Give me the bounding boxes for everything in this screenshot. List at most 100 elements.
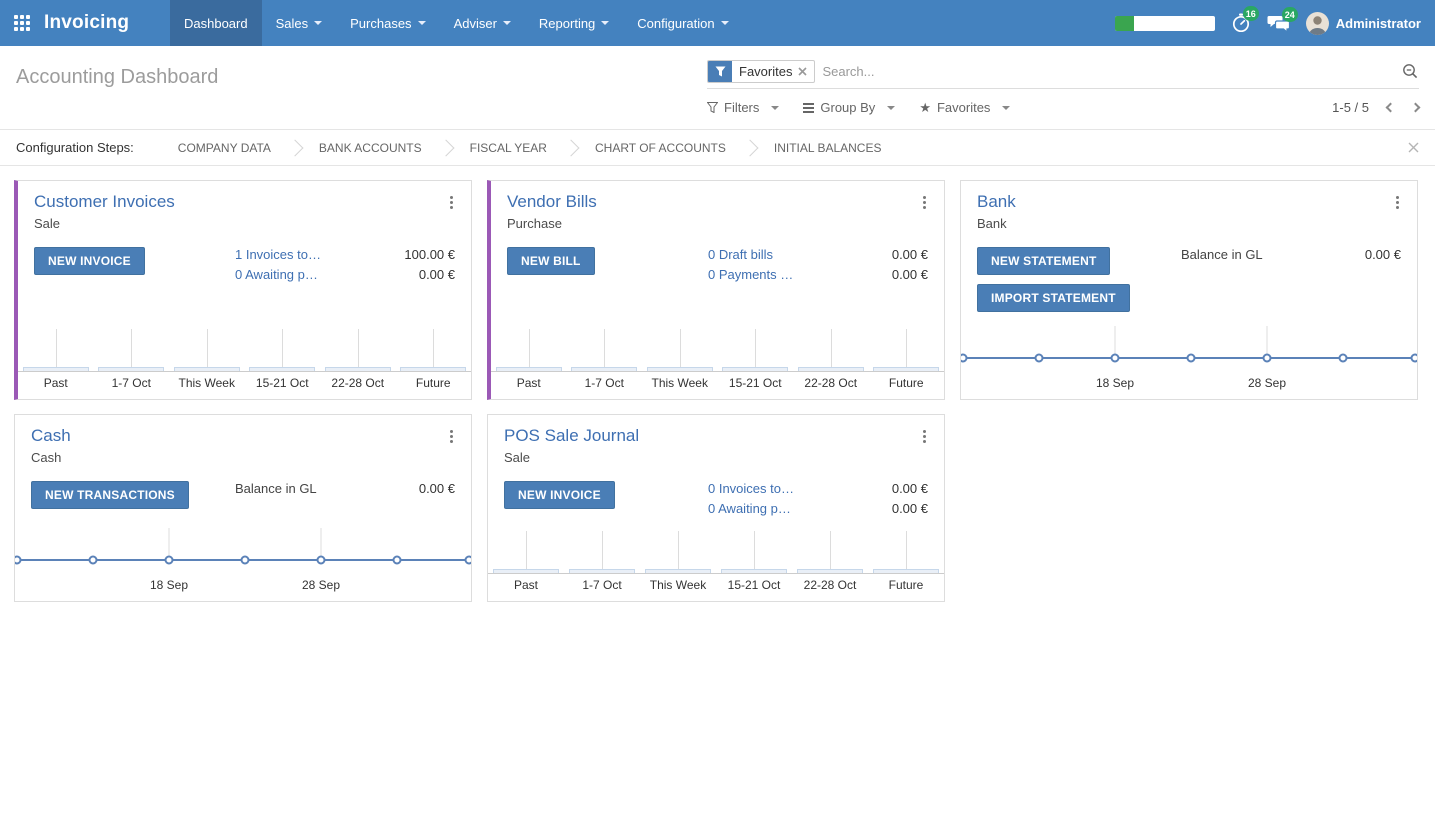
amount: 0.00 € xyxy=(891,481,928,496)
journal-bar-chart[interactable]: Past 1-7 Oct This Week 15-21 Oct 22-28 O… xyxy=(18,325,471,399)
card-subtitle: Cash xyxy=(31,450,62,465)
step-bank-accounts[interactable]: BANK ACCOUNTS xyxy=(318,140,422,155)
menu-sales[interactable]: Sales xyxy=(262,0,337,46)
search-facet-favorites: Favorites xyxy=(707,60,816,83)
group-by-button[interactable]: Group By xyxy=(803,100,896,115)
invoices-to-validate-link[interactable]: 1 Invoices to… xyxy=(235,247,321,262)
favorites-button[interactable]: ★ Favorites xyxy=(919,100,1011,115)
x-axis-labels: Past 1-7 Oct This Week 15-21 Oct 22-28 O… xyxy=(488,573,944,601)
configuration-steps-label: Configuration Steps: xyxy=(16,140,134,155)
step-initial-balances[interactable]: INITIAL BALANCES xyxy=(773,140,882,155)
caret-down-icon xyxy=(1002,105,1011,110)
configuration-steps: COMPANY DATA BANK ACCOUNTS FISCAL YEAR C… xyxy=(158,139,902,156)
balance-label: Balance in GL xyxy=(1181,247,1263,262)
bar[interactable] xyxy=(169,329,245,371)
menu-dashboard[interactable]: Dashboard xyxy=(170,0,262,46)
card-title[interactable]: Cash xyxy=(31,426,71,445)
bar[interactable] xyxy=(792,531,868,573)
facet-remove-icon[interactable] xyxy=(798,67,808,76)
bar[interactable] xyxy=(396,329,472,371)
kebab-menu-icon[interactable] xyxy=(921,192,928,213)
step-fiscal-year[interactable]: FISCAL YEAR xyxy=(469,140,547,155)
kebab-menu-icon[interactable] xyxy=(448,192,455,213)
caret-down-icon xyxy=(887,105,896,110)
card-title[interactable]: Vendor Bills xyxy=(507,192,597,211)
amount: 0.00 € xyxy=(1364,247,1401,262)
main-menu: Dashboard Sales Purchases Adviser Report… xyxy=(170,0,743,46)
search-bar: Favorites xyxy=(707,60,1419,89)
pager-next-icon[interactable] xyxy=(1410,102,1421,113)
amount: 0.00 € xyxy=(891,501,928,516)
funnel-icon xyxy=(707,102,718,113)
import-statement-button[interactable]: IMPORT STATEMENT xyxy=(977,284,1130,312)
accounting-dashboard: Customer Invoices Sale NEW INVOICE 1 Inv… xyxy=(0,166,1435,616)
close-steps-icon[interactable] xyxy=(1408,142,1419,153)
kebab-menu-icon[interactable] xyxy=(448,426,455,447)
card-vendor-bills: Vendor Bills Purchase NEW BILL 0 Draft b… xyxy=(487,180,945,400)
menu-adviser[interactable]: Adviser xyxy=(440,0,525,46)
caret-down-icon xyxy=(601,21,610,25)
bar[interactable] xyxy=(793,329,869,371)
x-axis-labels: 18 Sep 28 Sep xyxy=(1095,376,1287,390)
activities-clock-icon[interactable]: 16 xyxy=(1230,6,1259,34)
new-invoice-button[interactable]: NEW INVOICE xyxy=(34,247,145,275)
pager-range: 1-5 / 5 xyxy=(1332,100,1369,115)
bar[interactable] xyxy=(718,329,794,371)
payments-link[interactable]: 0 Payments … xyxy=(708,267,794,282)
timer-progress-bar[interactable] xyxy=(1114,15,1215,31)
card-title[interactable]: Bank xyxy=(977,192,1016,211)
journal-bar-chart[interactable]: Past 1-7 Oct This Week 15-21 Oct 22-28 O… xyxy=(491,325,944,399)
filters-button[interactable]: Filters xyxy=(707,100,780,115)
kebab-menu-icon[interactable] xyxy=(1394,192,1401,213)
caret-down-icon xyxy=(771,105,780,110)
bar[interactable] xyxy=(640,531,716,573)
bar[interactable] xyxy=(642,329,718,371)
messages-chat-icon[interactable]: 24 xyxy=(1267,7,1298,33)
menu-purchases[interactable]: Purchases xyxy=(336,0,439,46)
step-chart-of-accounts[interactable]: CHART OF ACCOUNTS xyxy=(594,140,726,155)
user-menu[interactable]: Administrator xyxy=(1305,11,1421,35)
pager-previous-icon[interactable] xyxy=(1385,102,1396,113)
search-magnifier-icon[interactable] xyxy=(1402,63,1419,80)
new-statement-button[interactable]: NEW STATEMENT xyxy=(977,247,1111,275)
bar[interactable] xyxy=(564,531,640,573)
bar[interactable] xyxy=(245,329,321,371)
awaiting-payments-link[interactable]: 0 Awaiting p… xyxy=(235,267,318,282)
card-title[interactable]: POS Sale Journal xyxy=(504,426,640,445)
journal-line-chart[interactable]: 18 Sep 28 Sep xyxy=(12,524,474,601)
bar[interactable] xyxy=(18,329,94,371)
journal-bar-chart[interactable]: Past 1-7 Oct This Week 15-21 Oct 22-28 O… xyxy=(488,527,944,601)
caret-down-icon xyxy=(502,21,511,25)
bar[interactable] xyxy=(869,329,945,371)
awaiting-payments-link[interactable]: 0 Awaiting p… xyxy=(708,501,791,516)
menu-configuration[interactable]: Configuration xyxy=(623,0,742,46)
card-pos-sale-journal: POS Sale Journal Sale NEW INVOICE 0 Invo… xyxy=(487,414,945,602)
draft-bills-link[interactable]: 0 Draft bills xyxy=(708,247,774,262)
messages-count-badge: 24 xyxy=(1281,7,1298,22)
menu-reporting[interactable]: Reporting xyxy=(525,0,623,46)
bar[interactable] xyxy=(716,531,792,573)
bar[interactable] xyxy=(491,329,567,371)
search-input[interactable] xyxy=(822,64,1394,79)
new-bill-button[interactable]: NEW BILL xyxy=(507,247,595,275)
x-axis-labels: 18 Sep 28 Sep xyxy=(149,578,341,592)
invoices-to-validate-link[interactable]: 0 Invoices to… xyxy=(708,481,794,496)
bar[interactable] xyxy=(567,329,643,371)
bar[interactable] xyxy=(94,329,170,371)
bar[interactable] xyxy=(488,531,564,573)
new-transactions-button[interactable]: NEW TRANSACTIONS xyxy=(31,481,189,509)
card-customer-invoices: Customer Invoices Sale NEW INVOICE 1 Inv… xyxy=(14,180,472,400)
x-axis-labels: Past 1-7 Oct This Week 15-21 Oct 22-28 O… xyxy=(18,371,471,399)
group-by-icon xyxy=(803,102,815,113)
card-title[interactable]: Customer Invoices xyxy=(34,192,175,211)
caret-down-icon xyxy=(314,21,323,25)
step-company-data[interactable]: COMPANY DATA xyxy=(177,140,271,155)
caret-down-icon xyxy=(720,21,729,25)
new-invoice-button[interactable]: NEW INVOICE xyxy=(504,481,615,509)
bar[interactable] xyxy=(320,329,396,371)
apps-grid-icon[interactable] xyxy=(14,15,30,31)
kebab-menu-icon[interactable] xyxy=(921,426,928,447)
bar[interactable] xyxy=(868,531,944,573)
journal-line-chart[interactable]: 18 Sep 28 Sep xyxy=(958,322,1420,399)
timer-progress-fill xyxy=(1114,15,1134,31)
